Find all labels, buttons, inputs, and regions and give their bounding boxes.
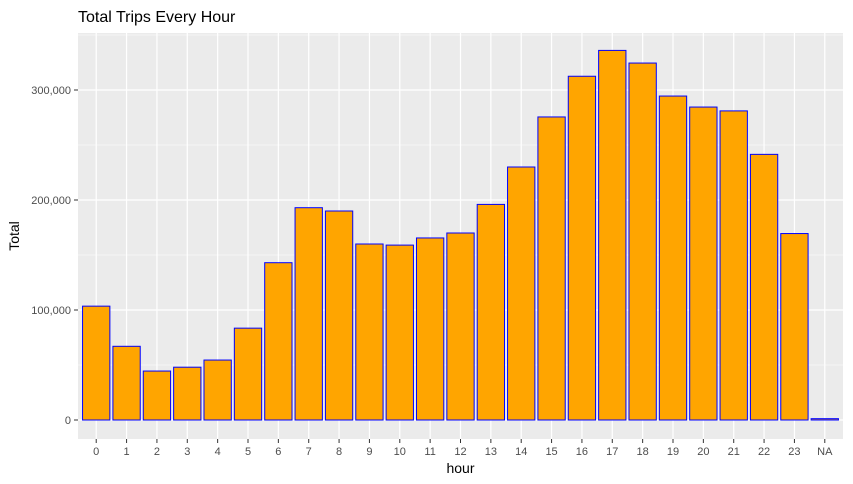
bar-hour-4 [203,359,232,421]
bar-hour-11 [415,237,445,421]
x-axis-title: hour [446,460,474,476]
y-tick-label: 200,000 [31,195,71,207]
x-tick-label: 2 [154,446,160,458]
bar-hour-5 [233,327,263,421]
x-tick-label: 10 [394,446,406,458]
x-tick-label: 12 [454,446,466,458]
chart-title: Total Trips Every Hour [78,9,236,26]
x-tick-label: 5 [245,446,251,458]
bar-hour-2 [142,370,172,421]
bar-hour-20 [689,106,718,421]
bar-hour-3 [173,366,202,421]
bar-hour-7 [294,207,323,421]
x-tick-label: 6 [275,446,281,458]
bar-hour-1 [112,345,141,421]
x-tick-label: 8 [336,446,342,458]
bar-hour-NA [810,418,839,421]
x-tick-label: 4 [215,446,221,458]
bar-hour-18 [628,62,657,421]
y-tick-label: 100,000 [31,305,71,317]
bar-hour-9 [355,243,384,421]
x-tick-label: 23 [788,446,800,458]
y-tick-label: 0 [65,415,71,427]
bar-hour-17 [598,49,627,421]
bar-hour-0 [82,305,111,421]
x-tick-label: 9 [366,446,372,458]
x-tick-label: 17 [606,446,618,458]
x-tick-label: 0 [93,446,99,458]
x-tick-label: 14 [515,446,527,458]
bar-hour-10 [385,244,414,421]
x-tick-label: 13 [485,446,497,458]
bar-hour-12 [446,232,475,421]
bar-hour-14 [507,166,536,421]
x-tick-label: 20 [697,446,709,458]
x-tick-label: 3 [184,446,190,458]
bar-hour-19 [658,95,688,421]
x-tick-label: 16 [576,446,588,458]
x-tick-label: 22 [758,446,770,458]
y-tick-label: 300,000 [31,85,71,97]
x-tick-label: 15 [545,446,557,458]
bar-hour-22 [749,153,779,421]
x-tick-label: 7 [306,446,312,458]
bar-hour-13 [476,203,506,421]
bar-hour-16 [567,75,597,421]
y-axis: 0 100,000 200,000 300,000 [31,85,78,427]
bar-hour-6 [264,262,293,421]
x-axis: 0 1 2 3 4 5 6 7 8 9 10 11 12 13 14 15 16 17 18 19 20 21 22 23 NA [93,439,833,458]
x-tick-label: 1 [124,446,130,458]
x-tick-label: 18 [637,446,649,458]
y-axis-title: Total [6,221,22,251]
bars [82,49,839,421]
x-tick-label: 21 [728,446,740,458]
x-tick-label: 19 [667,446,679,458]
bar-hour-23 [780,233,809,421]
bar-hour-8 [324,210,354,421]
bar-hour-21 [719,110,748,421]
x-tick-label: NA [817,446,833,458]
bar-hour-15 [537,116,566,421]
x-tick-label: 11 [424,446,435,458]
